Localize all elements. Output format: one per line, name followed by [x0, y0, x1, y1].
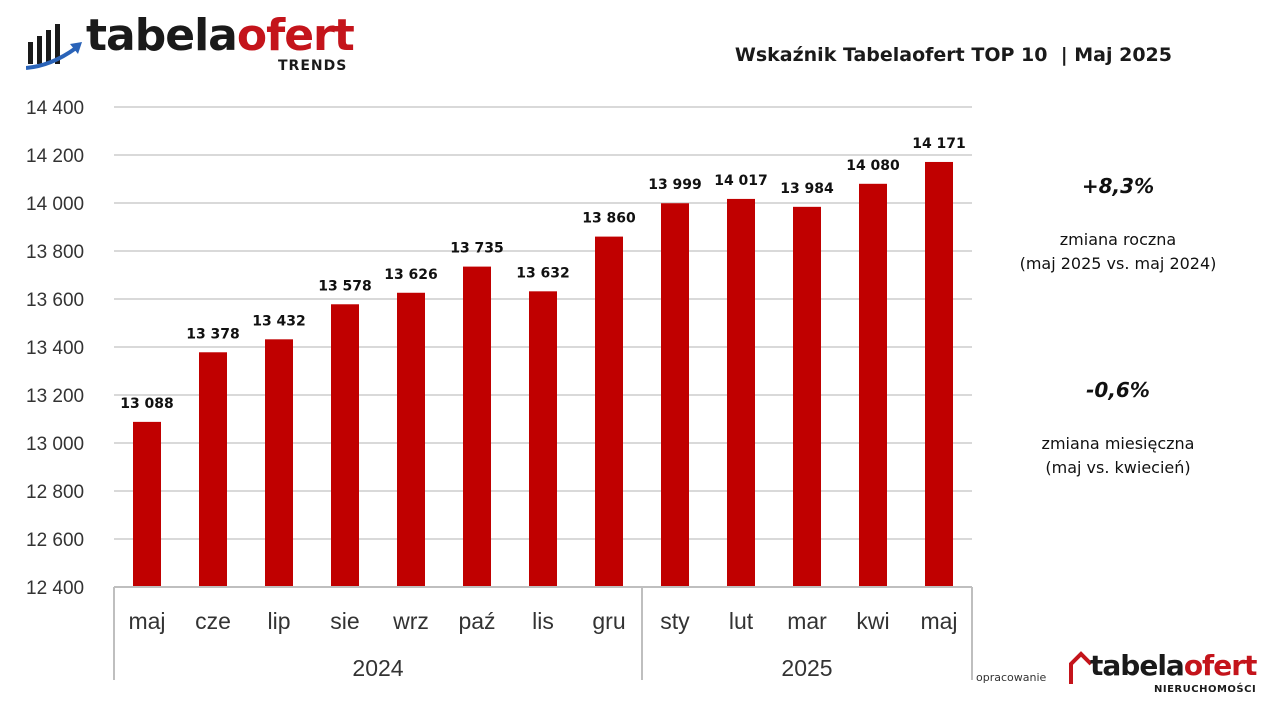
y-tick-label: 12 800	[26, 482, 84, 503]
bar	[199, 352, 227, 587]
brand-logo: tabelaofert TRENDS	[26, 10, 366, 80]
house-icon	[1069, 651, 1093, 684]
logo-subtitle: TRENDS	[278, 58, 348, 74]
footer-logo-accent-text: ofert	[1183, 649, 1258, 682]
monthly-change-value: -0,6%	[1086, 378, 1150, 402]
data-label: 13 378	[186, 326, 240, 342]
bar	[529, 291, 557, 587]
y-tick-label: 13 400	[26, 338, 84, 359]
bar	[925, 161, 953, 587]
data-label: 13 860	[582, 211, 636, 227]
y-tick-label: 13 800	[26, 242, 84, 263]
x-tick-label: cze	[195, 608, 231, 634]
data-label: 14 080	[846, 158, 900, 174]
data-label: 13 999	[648, 177, 702, 193]
page-title: Wskaźnik Tabelaofert TOP 10 | Maj 2025	[734, 44, 1172, 66]
bar	[133, 421, 161, 587]
footer-logo-main-text: tabela	[1090, 649, 1185, 682]
y-tick-label: 13 000	[26, 434, 84, 455]
x-tick-label: sie	[330, 608, 359, 634]
x-tick-label: lip	[267, 608, 290, 634]
y-tick-label: 14 000	[26, 194, 84, 215]
footer-logo-subtitle: NIERUCHOMOŚCI	[1154, 684, 1257, 695]
yearly-change-block: +8,3% zmiana roczna (maj 2025 vs. maj 20…	[998, 174, 1238, 276]
bar	[595, 236, 623, 587]
yearly-change-value: +8,3%	[1081, 174, 1155, 198]
y-tick-label: 14 400	[26, 98, 84, 119]
x-tick-label: mar	[787, 608, 827, 634]
bar	[859, 183, 887, 588]
logo-wordmark: tabelaofert	[86, 6, 355, 66]
monthly-change-period: (maj vs. kwiecień)	[1045, 458, 1191, 477]
data-label: 14 171	[912, 136, 966, 152]
footer-credit-label: opracowanie	[976, 671, 1047, 684]
x-tick-label: kwi	[856, 608, 889, 634]
data-label: 13 735	[450, 241, 504, 257]
y-tick-label: 14 200	[26, 146, 84, 167]
monthly-change-block: -0,6% zmiana miesięczna (maj vs. kwiecie…	[998, 378, 1238, 480]
x-tick-label: lut	[729, 608, 754, 634]
y-tick-label: 13 200	[26, 386, 84, 407]
x-tick-label: maj	[128, 608, 165, 634]
yearly-change-label: zmiana roczna	[1059, 230, 1177, 249]
data-label: 13 632	[516, 265, 570, 281]
data-label: 13 088	[120, 396, 174, 412]
bar	[397, 292, 425, 587]
yearly-change-period: (maj 2025 vs. maj 2024)	[1019, 254, 1217, 273]
logo-main-text: tabela	[86, 10, 238, 61]
bar	[265, 339, 293, 587]
monthly-change-label: zmiana miesięczna	[1041, 434, 1195, 453]
data-label: 13 984	[780, 181, 834, 197]
bar	[463, 266, 491, 587]
x-tick-label: maj	[920, 608, 957, 634]
footer-logo-wordmark: tabelaofert	[1090, 648, 1258, 684]
bar	[661, 203, 689, 588]
logo-accent-text: ofert	[236, 10, 355, 61]
y-tick-label: 13 600	[26, 290, 84, 311]
bar	[793, 206, 821, 587]
x-tick-label: sty	[660, 608, 690, 634]
y-tick-label: 12 400	[26, 578, 84, 599]
bar	[331, 304, 359, 587]
x-tick-label: paź	[458, 608, 495, 634]
y-tick-label: 12 600	[26, 530, 84, 551]
data-label: 13 626	[384, 267, 438, 283]
footer-logo: tabelaofert NIERUCHOMOŚCI	[1068, 648, 1258, 704]
x-tick-label: lis	[532, 608, 554, 634]
data-label: 13 432	[252, 313, 306, 329]
x-tick-label: wrz	[392, 608, 429, 634]
bar	[727, 198, 755, 588]
group-label: 2025	[781, 655, 832, 681]
trend-chart-icon	[26, 24, 82, 70]
group-label: 2024	[352, 655, 403, 681]
data-label: 13 578	[318, 278, 372, 294]
data-label: 14 017	[714, 173, 768, 189]
x-tick-label: gru	[592, 608, 625, 634]
